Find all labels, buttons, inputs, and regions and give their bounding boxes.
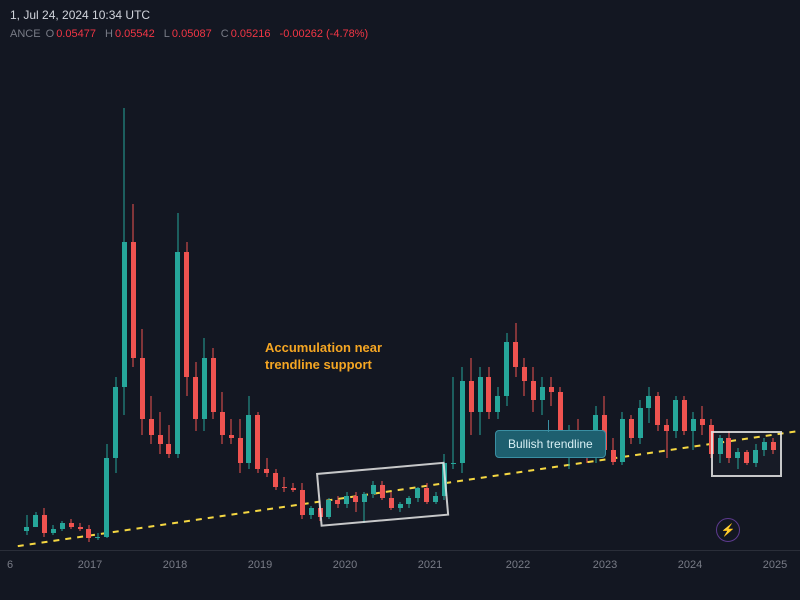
candle bbox=[95, 50, 100, 550]
accumulation-box-1 bbox=[316, 462, 449, 527]
candle bbox=[24, 50, 29, 550]
candle bbox=[273, 50, 278, 550]
candle bbox=[86, 50, 91, 550]
candle bbox=[522, 50, 527, 550]
candle bbox=[700, 50, 705, 550]
candle bbox=[309, 50, 314, 550]
candle bbox=[602, 50, 607, 550]
candle bbox=[282, 50, 287, 550]
candle bbox=[246, 50, 251, 550]
candle bbox=[211, 50, 216, 550]
bolt-icon[interactable]: ⚡ bbox=[716, 518, 740, 542]
candle bbox=[238, 50, 243, 550]
candle bbox=[469, 50, 474, 550]
x-axis: 6201720182019202020212022202320242025 bbox=[0, 550, 800, 600]
candle bbox=[486, 50, 491, 550]
candle bbox=[451, 50, 456, 550]
candle bbox=[549, 50, 554, 550]
candle bbox=[149, 50, 154, 550]
candle bbox=[158, 50, 163, 550]
candle bbox=[682, 50, 687, 550]
candle bbox=[104, 50, 109, 550]
candle bbox=[460, 50, 465, 550]
candle bbox=[291, 50, 296, 550]
candle bbox=[691, 50, 696, 550]
candle bbox=[131, 50, 136, 550]
candle bbox=[629, 50, 634, 550]
candle bbox=[584, 50, 589, 550]
candle bbox=[593, 50, 598, 550]
candle bbox=[558, 50, 563, 550]
candle bbox=[202, 50, 207, 550]
candle bbox=[78, 50, 83, 550]
ohlc-bar: ANCE O0.05477 H0.05542 L0.05087 C0.05216… bbox=[10, 28, 368, 40]
trendline-label: Bullish trendline bbox=[495, 430, 606, 458]
candle bbox=[673, 50, 678, 550]
candle bbox=[51, 50, 56, 550]
candle bbox=[620, 50, 625, 550]
candle bbox=[175, 50, 180, 550]
candle bbox=[184, 50, 189, 550]
candle bbox=[478, 50, 483, 550]
candle bbox=[655, 50, 660, 550]
candle bbox=[255, 50, 260, 550]
chart-timestamp: 1, Jul 24, 2024 10:34 UTC bbox=[10, 8, 150, 22]
candle bbox=[638, 50, 643, 550]
candle bbox=[166, 50, 171, 550]
candle bbox=[495, 50, 500, 550]
candle bbox=[566, 50, 571, 550]
candle bbox=[229, 50, 234, 550]
candle bbox=[611, 50, 616, 550]
candle bbox=[300, 50, 305, 550]
candle bbox=[264, 50, 269, 550]
candlestick-chart[interactable]: Accumulation neartrendline support Bulli… bbox=[0, 50, 800, 550]
accumulation-annotation: Accumulation neartrendline support bbox=[265, 340, 382, 374]
candle bbox=[60, 50, 65, 550]
candle bbox=[646, 50, 651, 550]
candle bbox=[193, 50, 198, 550]
candle bbox=[664, 50, 669, 550]
candle bbox=[220, 50, 225, 550]
candle bbox=[33, 50, 38, 550]
candle bbox=[504, 50, 509, 550]
candle bbox=[575, 50, 580, 550]
candle bbox=[113, 50, 118, 550]
candle bbox=[69, 50, 74, 550]
accumulation-box-2 bbox=[711, 431, 782, 477]
candle bbox=[531, 50, 536, 550]
candle bbox=[122, 50, 127, 550]
trendline-connector bbox=[548, 420, 549, 432]
candle bbox=[513, 50, 518, 550]
candle bbox=[42, 50, 47, 550]
candle bbox=[540, 50, 545, 550]
candle bbox=[140, 50, 145, 550]
